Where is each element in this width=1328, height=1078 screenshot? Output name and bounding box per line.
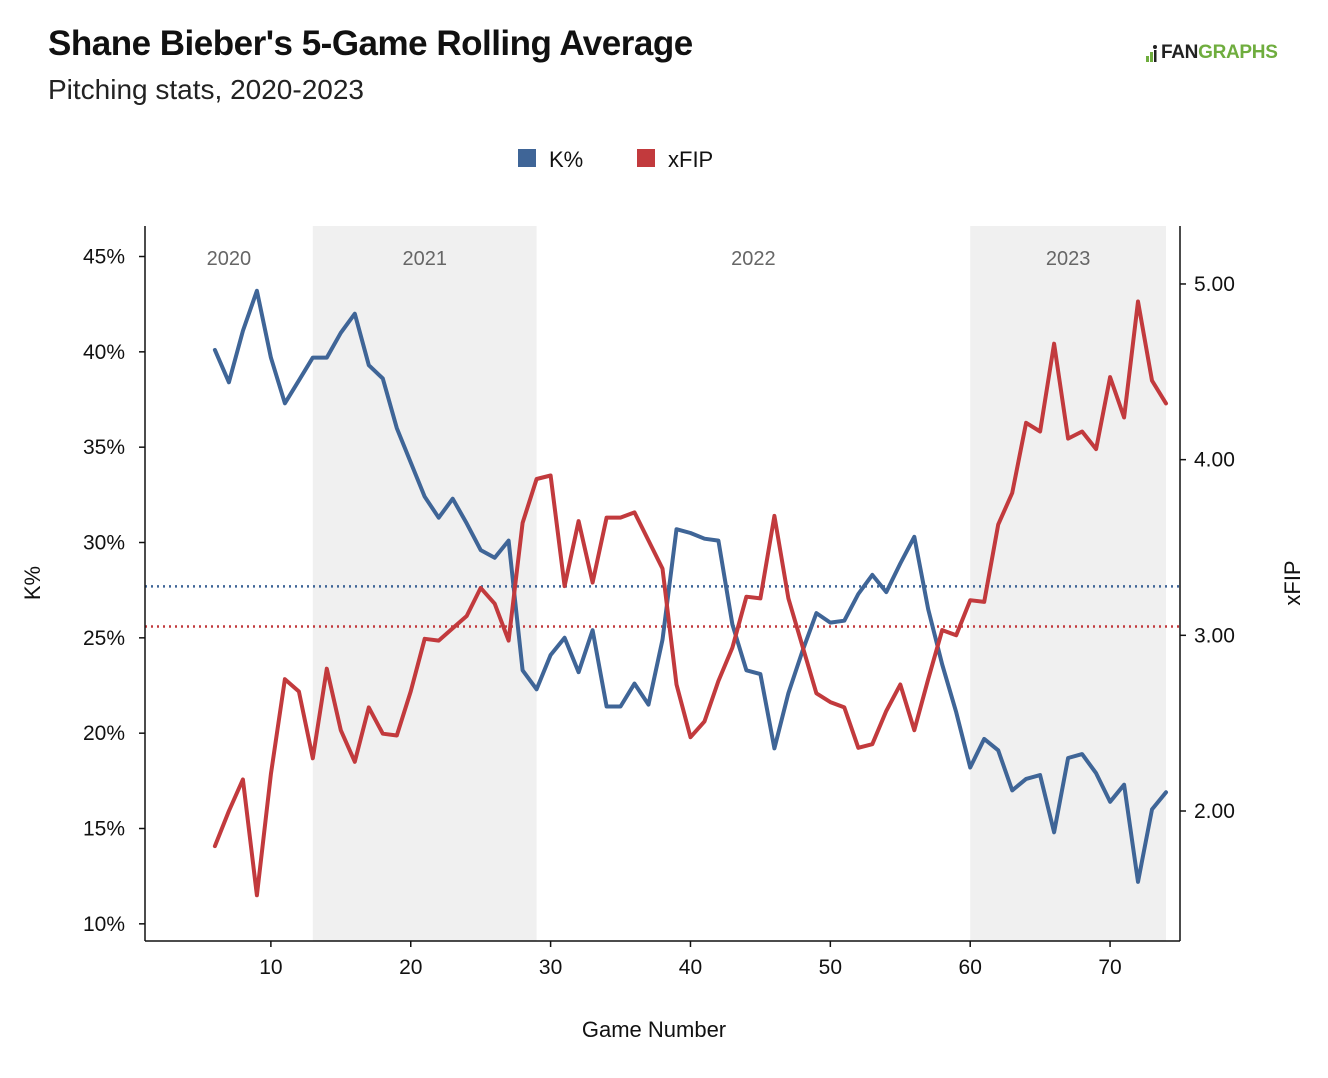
- logo-text-graphs: GRAPHS: [1198, 42, 1278, 63]
- y-left-tick-label: 20%: [83, 722, 125, 745]
- legend-label-xfip: xFIP: [668, 147, 713, 172]
- series-line-xfip: [212, 299, 1168, 898]
- x-tick-label: 20: [399, 956, 422, 979]
- season-label-2022: 2022: [731, 248, 776, 270]
- season-label-2020: 2020: [207, 248, 252, 270]
- batter-icon: [1146, 45, 1157, 62]
- legend-label-kpct: K%: [549, 147, 583, 172]
- x-tick-label: 50: [819, 956, 842, 979]
- chart-title: Shane Bieber's 5-Game Rolling Average: [48, 24, 693, 63]
- season-label-2023: 2023: [1046, 248, 1091, 270]
- y-left-tick-label: 25%: [83, 627, 125, 650]
- season-band-2023: [970, 226, 1167, 941]
- season-band-2021: [312, 226, 537, 941]
- y-left-tick-label: 45%: [83, 246, 125, 269]
- y-left-tick-label: 10%: [83, 913, 125, 936]
- y-left-tick-label: 40%: [83, 341, 125, 364]
- y-right-tick-label: 5.00: [1194, 273, 1235, 296]
- y-right-tick-label: 3.00: [1194, 624, 1235, 647]
- fangraphs-logo: FAN GRAPHS: [1146, 42, 1278, 64]
- x-tick-label: 70: [1098, 956, 1121, 979]
- x-axis-title: Game Number: [582, 1017, 726, 1042]
- chart-subtitle: Pitching stats, 2020-2023: [48, 74, 364, 105]
- series-line-kpct: [212, 288, 1168, 884]
- x-tick-label: 10: [259, 956, 282, 979]
- legend-swatch-kpct: [518, 149, 536, 167]
- y-axis-left-title: K%: [20, 566, 45, 600]
- y-right-tick-label: 2.00: [1194, 800, 1235, 823]
- y-left-tick-label: 35%: [83, 436, 125, 459]
- y-left-tick-label: 15%: [83, 818, 125, 841]
- y-right-tick-label: 4.00: [1194, 449, 1235, 472]
- x-tick-label: 30: [539, 956, 562, 979]
- season-label-2021: 2021: [402, 248, 447, 270]
- y-axis-right-title: xFIP: [1280, 560, 1305, 605]
- x-tick-label: 40: [679, 956, 702, 979]
- y-left-tick-label: 30%: [83, 532, 125, 555]
- legend-swatch-xfip: [637, 149, 655, 167]
- logo-text-fan: FAN: [1161, 42, 1199, 63]
- x-tick-label: 60: [959, 956, 982, 979]
